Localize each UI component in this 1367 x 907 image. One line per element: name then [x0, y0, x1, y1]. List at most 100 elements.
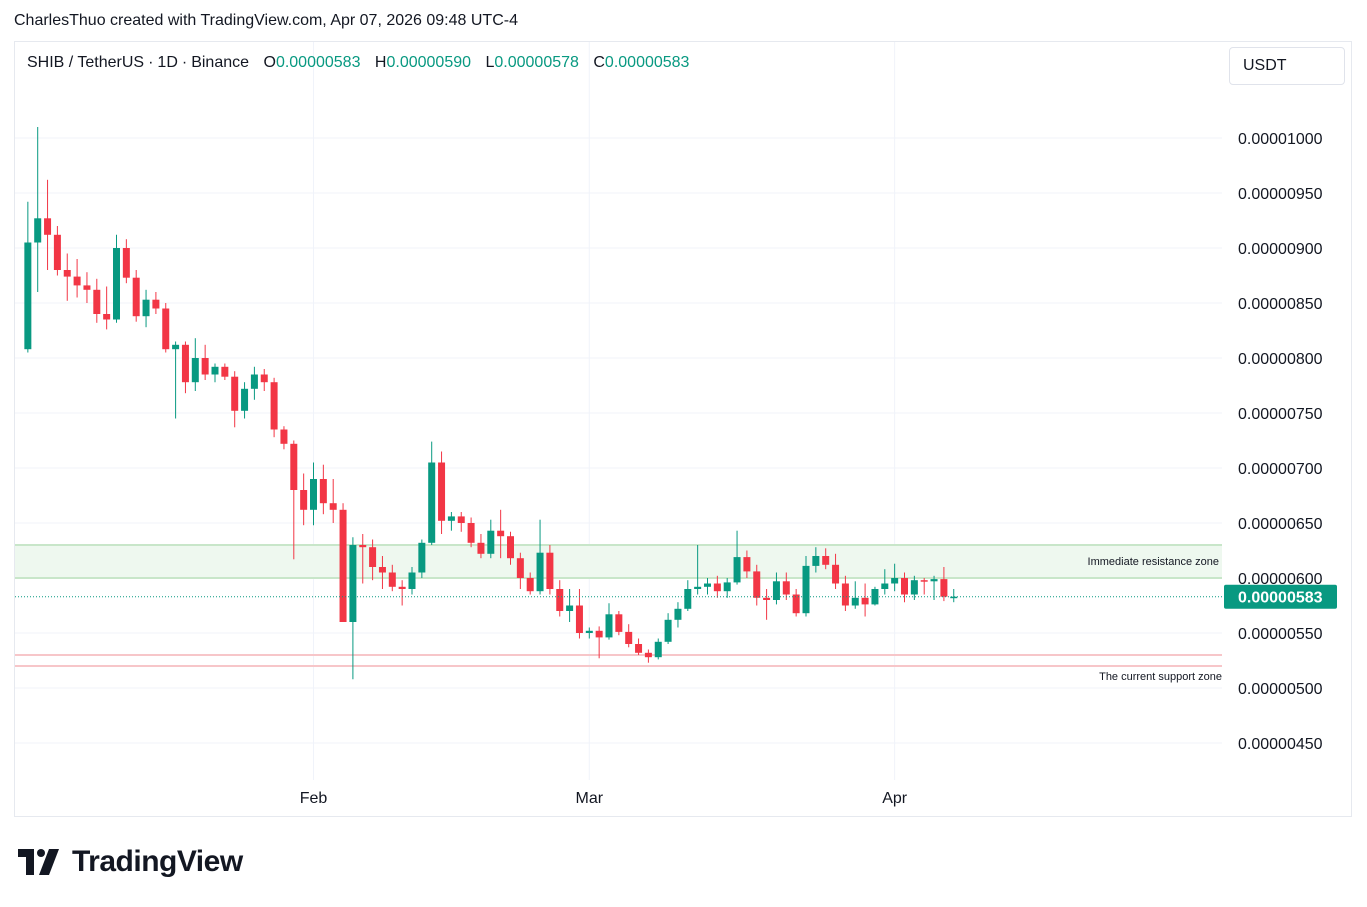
symbol-legend[interactable]: SHIB / TetherUS · 1D · Binance O0.00000583 H…: [27, 54, 690, 71]
candle-up[interactable]: [910, 575, 918, 600]
candle-down[interactable]: [575, 589, 583, 639]
candle-down[interactable]: [369, 539, 377, 581]
candle-up[interactable]: [772, 572, 780, 605]
candle-down[interactable]: [763, 589, 771, 620]
candle-down[interactable]: [497, 509, 505, 559]
candle-up[interactable]: [349, 537, 357, 680]
candle-down[interactable]: [556, 580, 564, 617]
candle-up[interactable]: [930, 575, 938, 600]
candle-up[interactable]: [408, 567, 416, 595]
chart-frame[interactable]: [14, 41, 1352, 817]
candle-up[interactable]: [871, 586, 879, 606]
candle-down[interactable]: [940, 567, 948, 602]
candle-up[interactable]: [684, 580, 692, 611]
candle-down[interactable]: [822, 548, 830, 570]
candle-down[interactable]: [329, 479, 337, 523]
candle-down[interactable]: [388, 564, 396, 592]
candle-down[interactable]: [753, 564, 761, 606]
candle-down[interactable]: [93, 278, 101, 323]
candle-down[interactable]: [83, 272, 91, 303]
candle-down[interactable]: [319, 464, 327, 515]
candle-down[interactable]: [546, 545, 554, 595]
candle-up[interactable]: [654, 638, 662, 660]
candle-up[interactable]: [447, 512, 455, 531]
candle-up[interactable]: [24, 201, 32, 353]
candle-down[interactable]: [162, 303, 170, 353]
candle-down[interactable]: [438, 451, 446, 535]
candle-down[interactable]: [467, 517, 475, 548]
candle-down[interactable]: [378, 556, 386, 589]
candle-up[interactable]: [605, 603, 613, 640]
candle-down[interactable]: [44, 179, 52, 270]
candle-up[interactable]: [211, 363, 219, 383]
candle-down[interactable]: [477, 534, 485, 559]
candle-down[interactable]: [713, 575, 721, 598]
candle-down[interactable]: [832, 553, 840, 589]
candle-up[interactable]: [113, 234, 120, 323]
candle-down[interactable]: [782, 572, 790, 601]
currency-selector[interactable]: USDT: [1229, 47, 1345, 85]
candle-up[interactable]: [950, 589, 958, 603]
candle-down[interactable]: [73, 259, 81, 298]
candle-down[interactable]: [260, 369, 268, 391]
candle-up[interactable]: [310, 462, 317, 526]
candle-up[interactable]: [723, 578, 731, 598]
candle-up[interactable]: [191, 338, 199, 391]
candle-up[interactable]: [428, 441, 436, 545]
candle-down[interactable]: [152, 292, 160, 314]
candle-down[interactable]: [595, 626, 603, 659]
candle-up[interactable]: [802, 556, 810, 617]
candle-down[interactable]: [457, 512, 465, 532]
candle-down[interactable]: [901, 572, 908, 603]
candle-down[interactable]: [516, 552, 524, 589]
candle-up[interactable]: [674, 602, 682, 628]
candle-down[interactable]: [103, 286, 111, 330]
candle-up[interactable]: [566, 589, 574, 622]
candle-down[interactable]: [270, 377, 278, 438]
candle-up[interactable]: [704, 578, 711, 595]
candle-up[interactable]: [241, 382, 249, 419]
tradingview-logo[interactable]: TradingView: [18, 844, 243, 880]
candle-up[interactable]: [142, 289, 150, 328]
candle-down[interactable]: [300, 473, 308, 526]
candle-up[interactable]: [418, 539, 426, 579]
candle-down[interactable]: [841, 575, 849, 611]
candle-down[interactable]: [635, 638, 643, 656]
candle-up[interactable]: [172, 341, 180, 419]
candle-down[interactable]: [231, 371, 239, 428]
candle-down[interactable]: [743, 550, 751, 579]
candle-down[interactable]: [122, 239, 130, 284]
candle-down[interactable]: [221, 363, 229, 381]
legend-interval[interactable]: 1D: [157, 54, 178, 71]
candle-down[interactable]: [53, 226, 61, 276]
candle-down[interactable]: [861, 583, 869, 617]
candle-down[interactable]: [359, 534, 367, 584]
candle-up[interactable]: [891, 563, 899, 592]
last-price-tag[interactable]: [1224, 584, 1337, 609]
candle-down[interactable]: [920, 578, 928, 595]
candle-down[interactable]: [507, 531, 514, 565]
candle-up[interactable]: [733, 530, 741, 585]
candle-up[interactable]: [250, 366, 258, 400]
candle-up[interactable]: [664, 613, 672, 644]
candle-down[interactable]: [792, 589, 800, 617]
candle-up[interactable]: [585, 627, 593, 639]
candle-down[interactable]: [526, 572, 534, 595]
candle-up[interactable]: [851, 581, 859, 609]
candle-down[interactable]: [615, 611, 623, 636]
candle-up[interactable]: [694, 545, 702, 595]
candle-up[interactable]: [536, 519, 544, 595]
candle-down[interactable]: [339, 503, 347, 622]
candle-down[interactable]: [398, 580, 406, 606]
candle-up[interactable]: [487, 519, 495, 559]
candle-up[interactable]: [881, 569, 889, 595]
candle-down[interactable]: [63, 253, 71, 301]
candle-down[interactable]: [644, 649, 652, 663]
candle-down[interactable]: [201, 344, 209, 380]
candle-down[interactable]: [181, 341, 189, 394]
candle-down[interactable]: [290, 440, 298, 560]
candle-up[interactable]: [812, 547, 820, 573]
candle-down[interactable]: [280, 426, 288, 450]
legend-symbol[interactable]: SHIB / TetherUS: [27, 54, 145, 71]
